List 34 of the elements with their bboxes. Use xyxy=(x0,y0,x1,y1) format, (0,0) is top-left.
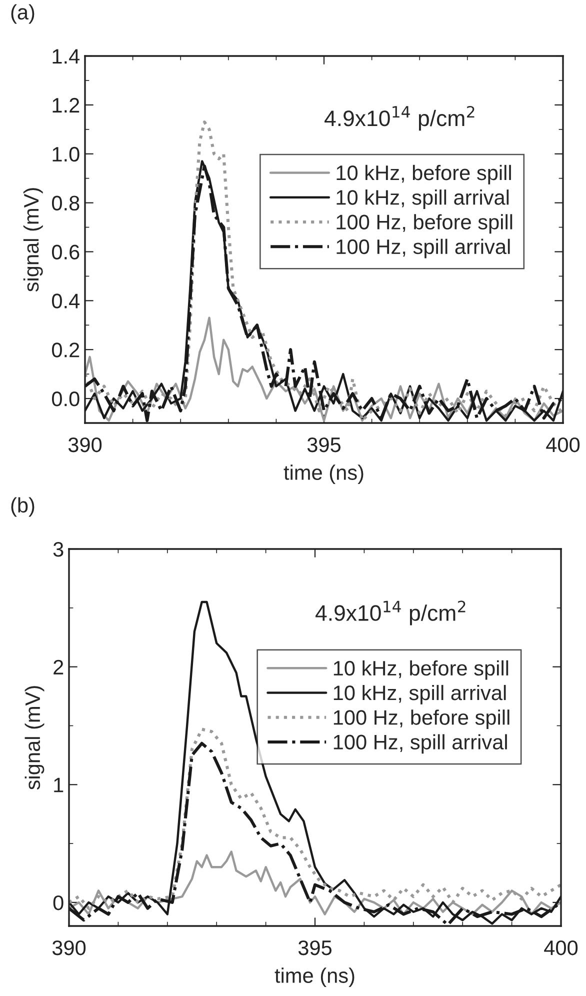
annotation: 4.9x10$^{14}$ p/cm$^{2}$ xyxy=(316,600,466,626)
legend-label: 10 kHz, spill arrival xyxy=(334,684,506,704)
legend-label: 100 Hz, before spill xyxy=(334,710,510,729)
x-axis-title: time (ns) xyxy=(284,464,364,484)
y-tick-label: 1.2 xyxy=(52,98,80,112)
legend-label: 100 Hz, before spill xyxy=(336,214,512,234)
x-tick-label: 395 xyxy=(298,940,332,956)
legend-label: 10 kHz, before spill xyxy=(334,660,508,680)
legend-label: 100 Hz, spill arrival xyxy=(334,734,507,754)
y-tick-label: 0.6 xyxy=(52,244,80,260)
x-tick-label: 390 xyxy=(52,940,86,956)
y-tick-label: 0.0 xyxy=(52,392,80,406)
x-axis-title: time (ns) xyxy=(274,968,354,988)
x-tick-label: 395 xyxy=(307,437,341,452)
y-tick-label: 3 xyxy=(53,542,64,557)
y-tick-label: 1 xyxy=(54,778,64,792)
chart-title: (b) xyxy=(11,497,34,517)
x-tick-label: 400 xyxy=(546,437,580,452)
y-tick-label: 0 xyxy=(53,895,64,910)
legend-label: 10 kHz, before spill xyxy=(336,164,511,184)
y-tick-label: 2 xyxy=(54,660,64,674)
chart-title: (a) xyxy=(11,4,34,24)
legend-label: 10 kHz, spill arrival xyxy=(336,190,509,209)
annotation: 4.9x10$^{14}$ p/cm$^{2}$ xyxy=(324,106,474,131)
y-tick-label: 1.0 xyxy=(52,146,80,162)
x-tick-label: 390 xyxy=(68,437,102,452)
y-tick-label: 0.4 xyxy=(52,294,80,308)
y-axis-title: signal (mV) xyxy=(24,686,44,790)
y-tick-label: 0.8 xyxy=(52,196,80,211)
y-tick-label: 1.4 xyxy=(52,49,80,64)
y-axis-title: signal (mV) xyxy=(23,188,43,292)
x-tick-label: 400 xyxy=(544,940,578,956)
legend-label: 100 Hz, spill arrival xyxy=(336,238,510,258)
y-tick-label: 0.2 xyxy=(52,342,80,358)
